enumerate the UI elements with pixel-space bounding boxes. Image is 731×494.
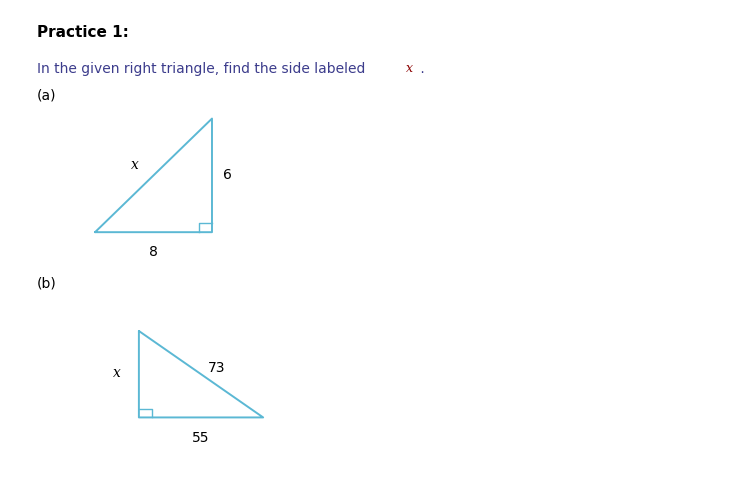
Text: .: . [416, 62, 425, 76]
Text: (a): (a) [37, 89, 56, 103]
Text: x: x [406, 62, 413, 75]
Text: (b): (b) [37, 277, 56, 290]
Text: 73: 73 [208, 361, 226, 375]
Text: Practice 1:: Practice 1: [37, 25, 129, 40]
Text: 6: 6 [223, 168, 232, 182]
Text: 55: 55 [192, 431, 210, 445]
Text: x: x [113, 366, 121, 380]
Text: 8: 8 [149, 245, 158, 258]
Text: In the given right triangle, find the side labeled: In the given right triangle, find the si… [37, 62, 369, 76]
Text: x: x [132, 159, 139, 172]
